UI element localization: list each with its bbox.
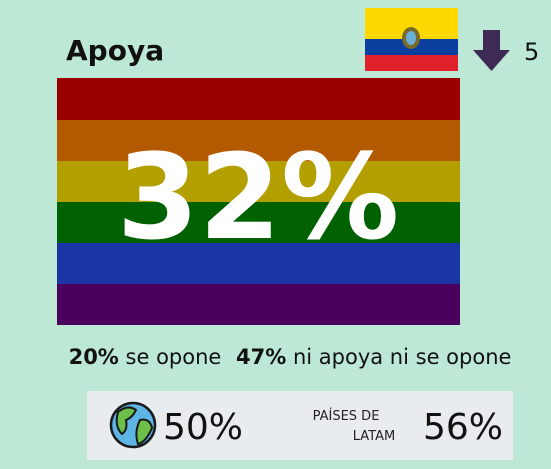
latam-value: 56% bbox=[423, 407, 503, 448]
globe-icon bbox=[109, 401, 157, 449]
details-line: 20% se opone 47% ni apoya ni se opone bbox=[69, 345, 512, 369]
oppose-value: 20% bbox=[69, 345, 119, 369]
neutral-label: ni apoya ni se opone bbox=[293, 345, 511, 369]
latam-label-line1: PAÍSES DE bbox=[313, 408, 380, 424]
latam-label-line2: LATAM bbox=[353, 429, 395, 444]
flag bbox=[365, 8, 458, 71]
neutral-value: 47% bbox=[236, 345, 286, 369]
rank-change: 5 bbox=[524, 38, 539, 66]
oppose-label: se opone bbox=[126, 345, 222, 369]
down-arrow bbox=[473, 30, 510, 71]
title: Apoya bbox=[66, 34, 164, 67]
comparison-box bbox=[87, 391, 513, 460]
rainbow-flag bbox=[57, 78, 460, 325]
world-value: 50% bbox=[163, 407, 243, 448]
main-value: 32% bbox=[117, 128, 399, 266]
